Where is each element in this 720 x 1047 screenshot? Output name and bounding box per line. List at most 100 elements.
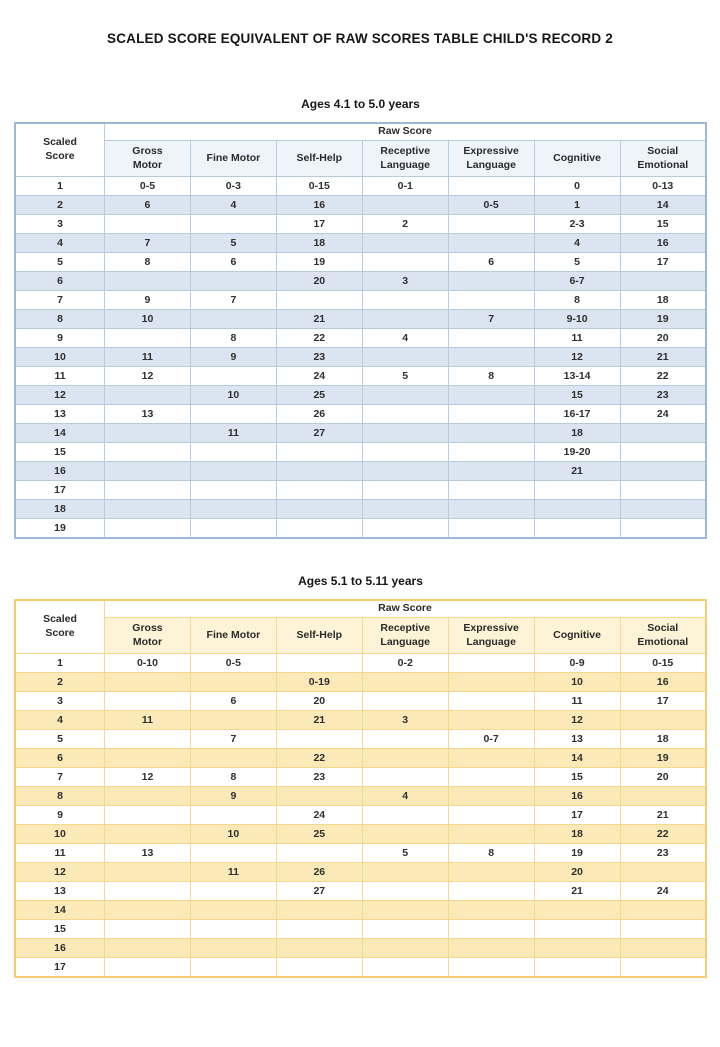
raw-score-cell (447, 423, 535, 443)
raw-score-cell (447, 710, 535, 730)
raw-score-cell: 16 (533, 786, 621, 806)
table-row: 5 8 6 19 6 5 17 (14, 252, 707, 272)
raw-score-cell (361, 385, 449, 405)
scaled-score-cell: 12 (14, 385, 105, 405)
raw-score-cell (447, 938, 535, 958)
table-section-ages-5-1-to-5-11: Ages 5.1 to 5.11 years Scaled Score Raw S… (14, 574, 707, 978)
raw-score-cell (361, 805, 449, 825)
column-header: Receptive Language (361, 617, 449, 654)
raw-score-cell (104, 824, 191, 844)
scaled-score-cell: 15 (14, 919, 105, 939)
raw-score-cell: 1 (533, 195, 621, 215)
table-row: 12 11 26 20 (14, 862, 707, 882)
raw-score-cell (447, 233, 535, 253)
raw-score-cell (533, 900, 621, 920)
raw-score-cell: 21 (619, 347, 707, 367)
raw-score-cell: 19-20 (533, 442, 621, 462)
table-row: 16 (14, 938, 707, 958)
raw-score-cell (189, 900, 277, 920)
raw-score-cell (447, 499, 535, 519)
table-row: 6 20 3 6-7 (14, 271, 707, 291)
scaled-score-cell: 5 (14, 729, 105, 749)
raw-score-cell (447, 404, 535, 424)
raw-score-cell: 3 (361, 271, 449, 291)
scaled-score-cell: 8 (14, 786, 105, 806)
scaled-score-cell: 11 (14, 843, 105, 863)
raw-score-cell (104, 881, 191, 901)
raw-score-cell (275, 729, 363, 749)
raw-score-cell: 24 (619, 881, 707, 901)
raw-score-cell (104, 729, 191, 749)
raw-score-cell (447, 748, 535, 768)
raw-score-cell (361, 672, 449, 692)
table-row: 10 11 9 23 12 21 (14, 347, 707, 367)
scaled-score-cell: 7 (14, 767, 105, 787)
raw-score-cell: 20 (275, 691, 363, 711)
raw-score-cell: 14 (533, 748, 621, 768)
raw-score-cell (104, 691, 191, 711)
raw-score-cell (361, 252, 449, 272)
raw-score-cell (189, 938, 277, 958)
raw-score-cell: 0-1 (361, 176, 449, 196)
raw-score-cell (447, 900, 535, 920)
scaled-score-cell: 3 (14, 691, 105, 711)
table-row: 8 10 21 7 9-10 19 (14, 309, 707, 329)
raw-score-cell: 0-15 (619, 653, 707, 673)
raw-score-cell: 19 (533, 843, 621, 863)
raw-score-cell: 22 (619, 366, 707, 386)
raw-score-cell: 22 (275, 748, 363, 768)
raw-score-cell (275, 499, 363, 519)
scaled-score-cell: 3 (14, 214, 105, 234)
raw-score-cell: 11 (189, 862, 277, 882)
raw-score-cell: 27 (275, 423, 363, 443)
raw-score-cell (361, 442, 449, 462)
raw-score-cell: 5 (361, 843, 449, 863)
raw-score-cell (447, 176, 535, 196)
table-row: 13 13 26 16-17 24 (14, 404, 707, 424)
raw-score-cell (189, 672, 277, 692)
raw-score-cell: 10 (189, 385, 277, 405)
raw-score-cell (619, 271, 707, 291)
raw-score-cell: 23 (275, 347, 363, 367)
table-row: 10 10 25 18 22 (14, 824, 707, 844)
table-row: 9 8 22 4 11 20 (14, 328, 707, 348)
raw-score-cell (447, 691, 535, 711)
raw-score-cell (619, 423, 707, 443)
raw-score-cell (361, 480, 449, 500)
table-row: 13 27 21 24 (14, 881, 707, 901)
raw-score-cell: 9 (189, 347, 277, 367)
raw-score-cell: 23 (619, 843, 707, 863)
raw-score-cell: 0-2 (361, 653, 449, 673)
raw-score-cell (189, 957, 277, 978)
raw-score-cell: 9-10 (533, 309, 621, 329)
raw-score-cell (447, 328, 535, 348)
raw-score-cell (275, 900, 363, 920)
table-row: 11 13 5 8 19 23 (14, 843, 707, 863)
raw-score-cell: 24 (619, 404, 707, 424)
scaled-score-cell: 9 (14, 328, 105, 348)
raw-score-cell: 27 (275, 881, 363, 901)
table-row: 4 11 21 3 12 (14, 710, 707, 730)
table-row: 17 (14, 957, 707, 978)
raw-score-cell (104, 786, 191, 806)
raw-score-cell (104, 518, 191, 539)
raw-score-cell (189, 461, 277, 481)
raw-score-cell: 6 (447, 252, 535, 272)
raw-score-cell: 4 (189, 195, 277, 215)
raw-score-cell: 18 (619, 290, 707, 310)
raw-score-cell (361, 900, 449, 920)
raw-score-cell: 6 (189, 691, 277, 711)
raw-score-cell (619, 499, 707, 519)
column-header: Self-Help (275, 617, 363, 654)
scaled-score-cell: 15 (14, 442, 105, 462)
raw-score-cell: 26 (275, 404, 363, 424)
column-header: Self-Help (275, 140, 363, 177)
raw-score-cell (361, 881, 449, 901)
raw-score-cell: 21 (533, 461, 621, 481)
scaled-score-cell: 14 (14, 423, 105, 443)
raw-score-cell (447, 672, 535, 692)
raw-score-cell: 4 (361, 786, 449, 806)
column-header: Cognitive (533, 617, 621, 654)
raw-score-cell (275, 480, 363, 500)
raw-score-cell: 16 (619, 233, 707, 253)
